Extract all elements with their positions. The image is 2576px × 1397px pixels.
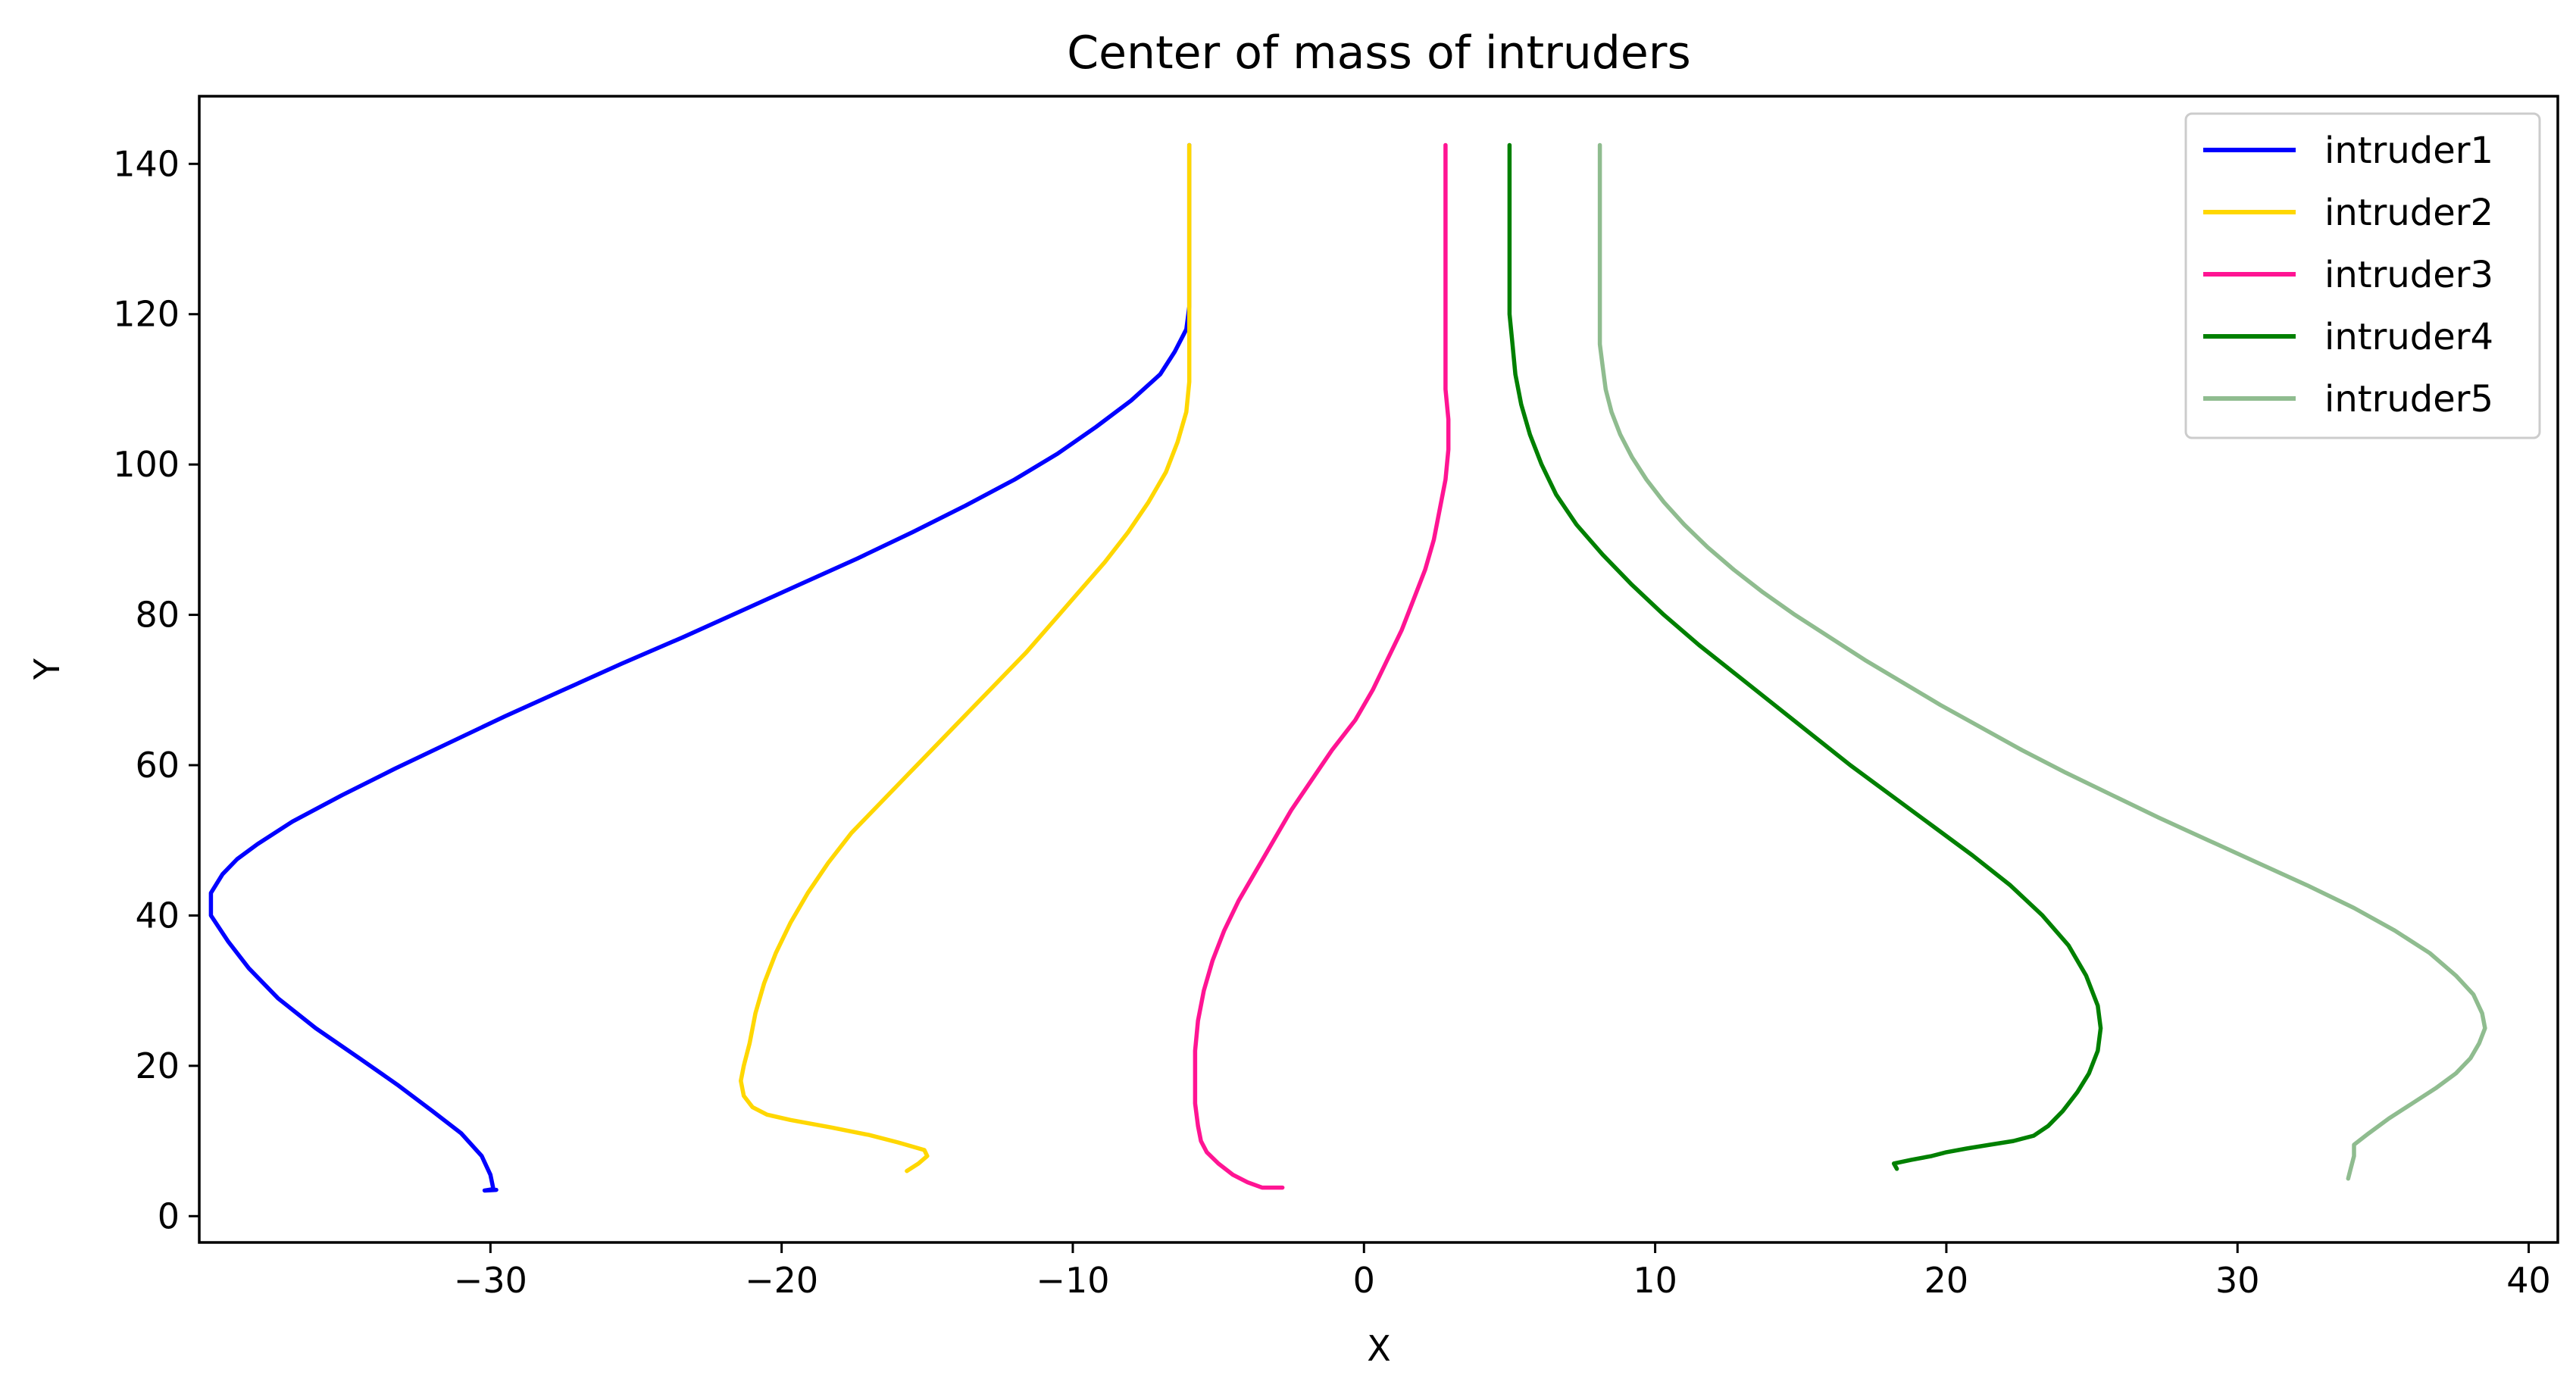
y-tick-label: 140 [113,143,180,184]
x-tick-label: 40 [2506,1260,2551,1301]
x-tick-label: 10 [1633,1260,1677,1301]
y-tick-label: 100 [113,444,180,485]
chart-title: Center of mass of intruders [1067,27,1690,80]
legend-box [2184,112,2541,439]
series-line-intruder4 [1507,142,2103,1171]
x-axis-ticks: −30 −20 −10 0 10 20 30 40 [454,1242,2551,1301]
x-tick-label: −30 [454,1260,527,1301]
x-tick-label: 0 [1353,1260,1375,1301]
legend: intruder1 intruder2 intruder3 intruder4 intr… [2184,112,2541,439]
series-line-intruder1 [208,142,1192,1193]
y-axis-label: Y [27,658,67,680]
y-tick-label: 60 [135,745,180,786]
x-tick-label: −10 [1036,1260,1109,1301]
legend-label-intruder4: intruder4 [2324,316,2493,358]
y-tick-label: 0 [158,1195,180,1236]
legend-label-intruder2: intruder2 [2324,192,2493,234]
y-tick-label: 40 [135,895,180,936]
x-tick-label: −20 [745,1260,818,1301]
plot-frame [198,95,2559,1244]
y-tick-label: 80 [135,595,180,636]
series-line-intruder5 [1597,142,2487,1181]
legend-label-intruder3: intruder3 [2324,254,2493,296]
series-layer [208,142,2487,1193]
x-tick-label: 30 [2215,1260,2260,1301]
series-line-intruder3 [1193,142,1451,1190]
y-axis-ticks: 0 20 40 60 80 100 120 140 [113,143,199,1236]
y-tick-label: 20 [135,1045,180,1086]
series-line-intruder2 [739,142,1192,1174]
legend-label-intruder1: intruder1 [2324,130,2493,172]
x-axis-label: X [1367,1328,1391,1369]
x-tick-label: 20 [1924,1260,1969,1301]
legend-label-intruder5: intruder5 [2324,378,2493,420]
y-tick-label: 120 [113,294,180,335]
